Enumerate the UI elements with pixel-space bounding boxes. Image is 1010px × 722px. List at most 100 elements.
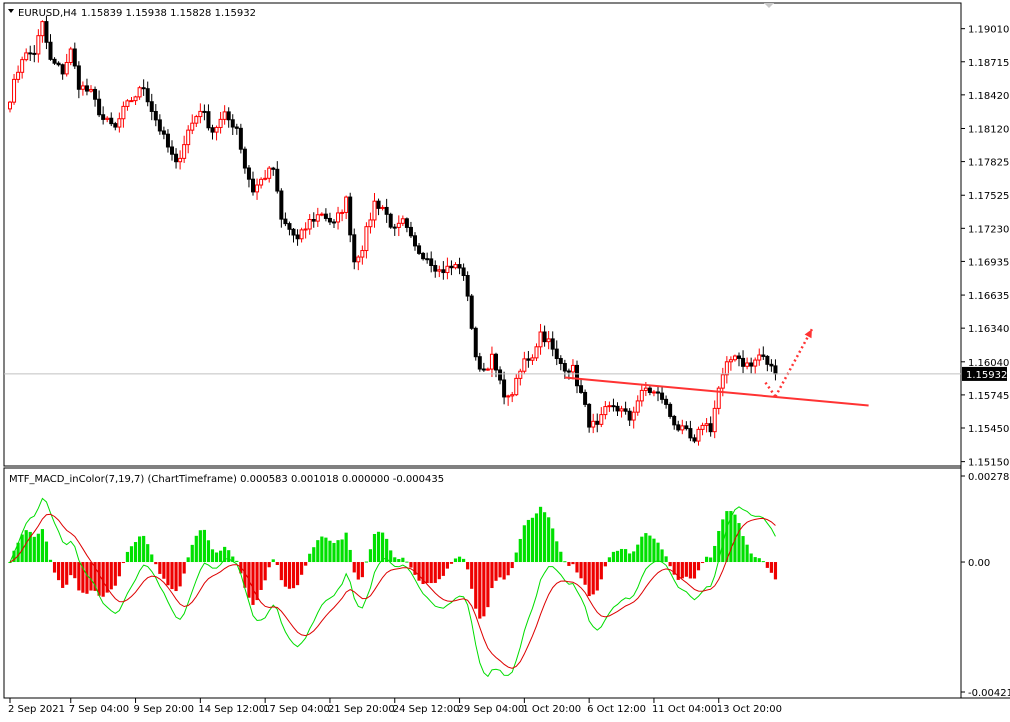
histogram-bar bbox=[133, 542, 138, 563]
candle-body bbox=[384, 206, 389, 215]
candle-body bbox=[651, 391, 656, 394]
candle bbox=[364, 222, 369, 259]
histogram-bar bbox=[571, 562, 575, 565]
histogram-bar bbox=[81, 562, 85, 593]
candle bbox=[615, 402, 620, 416]
candle bbox=[465, 271, 470, 302]
candle-body bbox=[461, 267, 466, 277]
histogram-bar bbox=[61, 562, 65, 588]
histogram-bar bbox=[530, 517, 535, 563]
candle bbox=[425, 252, 430, 264]
histogram-bar bbox=[219, 550, 223, 563]
candle bbox=[352, 228, 357, 270]
chart-shift-marker-icon[interactable] bbox=[764, 3, 774, 8]
candle bbox=[457, 257, 462, 275]
candle bbox=[473, 326, 478, 361]
histogram-bar bbox=[514, 552, 518, 563]
candle bbox=[741, 350, 746, 374]
histogram-bar bbox=[453, 558, 458, 563]
candle-body bbox=[684, 425, 689, 430]
time-tick-label: 1 Oct 20:00 bbox=[522, 704, 581, 715]
annotations[interactable] bbox=[564, 328, 869, 407]
candle bbox=[291, 228, 296, 243]
histogram-bar bbox=[101, 562, 105, 597]
histogram-bar bbox=[696, 562, 701, 571]
candle bbox=[161, 126, 166, 140]
candle-body bbox=[230, 119, 235, 128]
histogram-bar bbox=[8, 562, 12, 564]
candle-body bbox=[542, 331, 547, 343]
candle-body bbox=[84, 85, 89, 92]
candle-body bbox=[283, 218, 288, 225]
candle bbox=[749, 357, 754, 374]
main-pane[interactable] bbox=[3, 2, 962, 467]
candle-body bbox=[429, 258, 434, 267]
candle bbox=[502, 371, 507, 405]
candle-body bbox=[125, 100, 130, 107]
histogram-bar bbox=[198, 530, 202, 563]
histogram-bar bbox=[364, 561, 368, 563]
histogram-bar bbox=[490, 562, 494, 589]
candle bbox=[137, 85, 142, 100]
time-tick-label: 9 Sep 20:00 bbox=[134, 704, 194, 715]
candle bbox=[494, 352, 498, 378]
candle bbox=[449, 260, 454, 276]
histogram-bar bbox=[376, 531, 381, 563]
dotted-arrow-down-segment bbox=[764, 381, 777, 398]
candle bbox=[121, 101, 126, 128]
candle-body bbox=[344, 196, 349, 213]
candle-body bbox=[506, 395, 511, 398]
candle bbox=[651, 389, 656, 397]
candle-body bbox=[105, 117, 110, 120]
time-tick-label: 2 Sep 2021 bbox=[8, 704, 65, 715]
candle-body bbox=[408, 226, 413, 237]
histogram-bar bbox=[466, 562, 470, 570]
histogram-bar bbox=[263, 562, 267, 581]
time-axis: 2 Sep 2021 7 Sep 04:00 9 Sep 20:00 14 Sep 1… bbox=[8, 698, 782, 715]
candle bbox=[56, 61, 61, 67]
candle-body bbox=[570, 364, 575, 373]
candle-body bbox=[773, 365, 778, 375]
candle-body bbox=[712, 407, 717, 433]
histogram-bar bbox=[538, 506, 543, 563]
candle-body bbox=[360, 250, 365, 258]
candle-body bbox=[186, 129, 191, 146]
histogram-bar bbox=[259, 562, 263, 590]
candle-body bbox=[198, 110, 203, 118]
histogram-bar bbox=[405, 561, 409, 563]
histogram-bar bbox=[206, 540, 211, 563]
candle bbox=[214, 125, 219, 141]
time-tick-label: 21 Sep 20:00 bbox=[328, 704, 395, 715]
histogram-bar bbox=[526, 519, 530, 563]
histogram-bar bbox=[28, 531, 32, 563]
candle bbox=[36, 29, 41, 63]
candle bbox=[28, 45, 33, 61]
histogram-bar bbox=[692, 562, 697, 579]
histogram-bar bbox=[648, 535, 652, 563]
histogram-bar bbox=[162, 562, 166, 579]
histogram-bar bbox=[498, 562, 502, 578]
candle-body bbox=[392, 226, 397, 229]
histogram-bar bbox=[356, 562, 360, 580]
candle-body bbox=[562, 363, 567, 372]
candle bbox=[287, 221, 292, 236]
dropdown-triangle-icon[interactable] bbox=[8, 9, 14, 13]
histogram-bar bbox=[433, 562, 437, 583]
candle-body bbox=[149, 101, 154, 112]
candle bbox=[60, 63, 65, 80]
candle bbox=[40, 20, 45, 43]
candle-body bbox=[238, 127, 243, 150]
histogram-bar bbox=[166, 562, 170, 586]
candle bbox=[327, 212, 332, 226]
candle bbox=[421, 251, 426, 261]
candle bbox=[453, 262, 458, 270]
candle bbox=[141, 79, 146, 96]
candle bbox=[267, 165, 272, 183]
histogram-bar bbox=[522, 525, 526, 563]
candle bbox=[80, 81, 85, 96]
candle-body bbox=[388, 213, 393, 228]
symbol-header[interactable]: EURUSD,H4 1.15839 1.15938 1.15828 1.1593… bbox=[8, 8, 256, 19]
histogram-bar bbox=[486, 562, 490, 608]
candle-body bbox=[615, 405, 620, 412]
